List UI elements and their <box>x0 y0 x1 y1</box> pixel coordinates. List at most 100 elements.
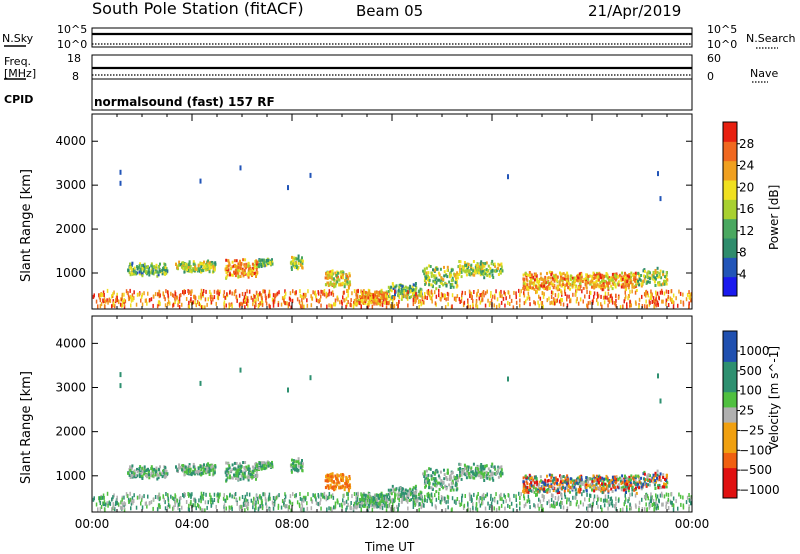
power-cell <box>299 293 302 298</box>
velocity-cell <box>460 502 463 507</box>
power-cell <box>439 296 441 301</box>
velocity-cell <box>555 479 558 483</box>
power-cell <box>228 261 231 265</box>
power-cell <box>346 280 349 284</box>
power-cell <box>423 272 426 276</box>
power-cell <box>380 290 383 294</box>
power-cell <box>569 274 572 278</box>
velocity-cell <box>643 495 646 500</box>
velocity-cell <box>128 473 131 477</box>
power-cell <box>141 267 144 271</box>
power-cell <box>484 303 487 308</box>
velocity-cell <box>553 501 555 505</box>
velocity-cell <box>239 469 242 473</box>
velocity-cell <box>610 487 613 491</box>
power-cell <box>268 303 270 308</box>
power-cell <box>586 303 588 308</box>
velocity-cell <box>629 481 632 485</box>
power-cell <box>172 303 174 308</box>
power-cell <box>571 284 574 288</box>
velocity-cell <box>143 467 146 471</box>
power-cell <box>224 295 226 300</box>
power-cell <box>234 274 237 278</box>
power-cell <box>443 296 446 300</box>
velocity-cell <box>186 470 188 474</box>
power-cell <box>581 280 584 283</box>
velocity-cell <box>643 470 646 474</box>
power-cell <box>237 275 240 278</box>
velocity-cell <box>592 484 595 488</box>
velocity-cell <box>254 467 257 471</box>
velocity-cell <box>566 486 568 490</box>
power-cell <box>368 290 371 294</box>
power-cell <box>529 286 532 290</box>
velocity-cell <box>494 498 496 503</box>
power-cell <box>335 274 338 277</box>
power-cell <box>175 263 177 266</box>
velocity-cell <box>502 499 505 504</box>
velocity-cell <box>481 494 484 499</box>
velocity-cell <box>534 504 536 509</box>
power-cell <box>635 289 638 292</box>
velocity-cell <box>615 476 618 480</box>
velocity-cell <box>346 477 349 481</box>
velocity-cell <box>351 494 353 499</box>
power-cell <box>631 282 634 286</box>
power-cell <box>254 294 256 299</box>
velocity-cell <box>608 502 611 507</box>
power-cell <box>347 289 349 294</box>
power-cell <box>624 276 626 280</box>
velocity-cell <box>631 488 634 492</box>
power-cell <box>537 281 540 285</box>
power-cell <box>350 298 352 303</box>
velocity-cell <box>244 500 246 505</box>
power-cell <box>378 294 381 297</box>
velocity-cell <box>657 486 660 490</box>
velocity-cell <box>429 498 432 503</box>
power-cell <box>434 274 437 278</box>
power-cell <box>655 297 657 302</box>
velocity-cell <box>415 501 417 506</box>
power-cell <box>265 258 268 262</box>
velocity-cell <box>682 505 685 510</box>
velocity-cell <box>461 493 464 498</box>
velocity-cell <box>336 483 339 487</box>
velocity-cell <box>387 488 390 492</box>
power-cell <box>337 271 340 275</box>
velocity-cell <box>625 479 628 483</box>
velocity-cell <box>120 500 122 505</box>
power-cell <box>454 281 457 285</box>
velocity-cell <box>346 505 348 510</box>
velocity-cell <box>262 466 265 470</box>
velocity-cell <box>585 488 588 492</box>
velocity-cell <box>352 506 355 511</box>
power-cell <box>147 265 149 269</box>
power-cell <box>242 270 245 274</box>
power-cell <box>224 268 227 272</box>
power-cell <box>263 261 266 265</box>
power-cell <box>391 282 394 286</box>
power-cell <box>271 297 274 302</box>
velocity-cell <box>589 493 591 498</box>
power-cell <box>207 297 209 302</box>
power-cell <box>401 292 404 296</box>
power-cell <box>246 301 248 306</box>
velocity-cell <box>416 498 419 503</box>
velocity-cell <box>238 468 241 472</box>
power-cell <box>535 290 537 295</box>
power-cell <box>484 291 487 296</box>
velocity-cell <box>526 486 529 489</box>
velocity-cell <box>451 479 454 483</box>
velocity-cell <box>622 479 625 483</box>
velocity-cell <box>548 499 550 504</box>
power-cell <box>218 291 220 296</box>
power-cell <box>665 273 668 277</box>
velocity-cell <box>431 488 434 491</box>
velocity-cell <box>236 469 239 473</box>
velocity-cell <box>340 477 342 481</box>
velocity-cell <box>472 502 474 506</box>
velocity-cell <box>654 479 657 483</box>
power-cell <box>408 296 411 300</box>
velocity-cell <box>182 464 185 467</box>
velocity-cell <box>535 487 537 491</box>
